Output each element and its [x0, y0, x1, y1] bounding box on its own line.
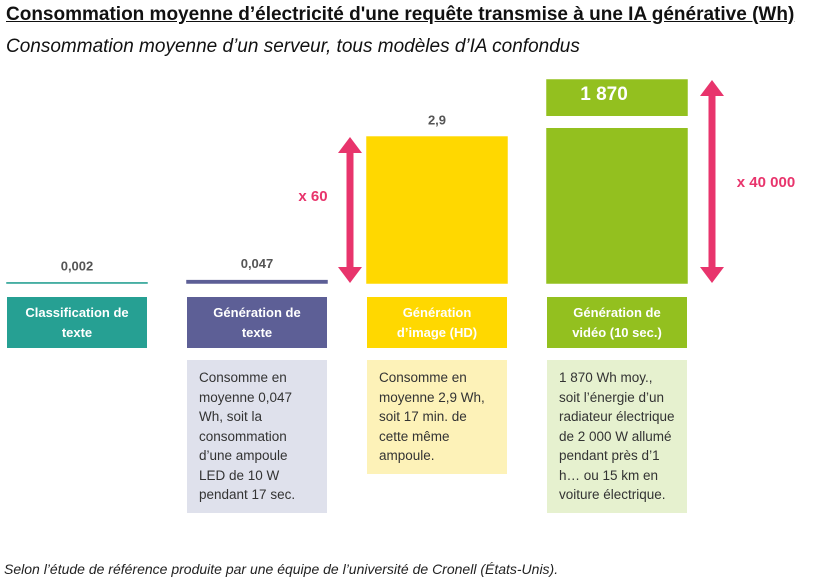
annotation: x 40 000	[737, 174, 795, 191]
arrow-head	[338, 137, 362, 153]
description: Consomme en moyenne 0,047 Wh, soit la co…	[187, 360, 327, 513]
description: Consomme en moyenne 2,9 Wh, soit 17 min.…	[367, 360, 507, 474]
category-label: Classification de texte	[7, 297, 147, 348]
category-label: Génération de vidéo (10 sec.)	[547, 297, 687, 348]
value-label: 1 870	[580, 84, 628, 105]
source: Selon l’étude de référence produite par …	[4, 561, 559, 577]
category-label: Génération de texte	[187, 297, 327, 348]
axis-break	[545, 116, 689, 128]
value-label: 2,9	[428, 112, 446, 127]
arrow-head	[338, 267, 362, 283]
arrow-head	[700, 80, 724, 96]
bar	[546, 79, 688, 284]
annotation: x 60	[298, 188, 327, 205]
description: 1 870 Wh moy., soit l’énergie d’un radia…	[547, 360, 687, 513]
category-label: Génération d’image (HD)	[367, 297, 507, 348]
value-label: 0,002	[61, 258, 94, 273]
bar	[186, 279, 328, 284]
value-label: 0,047	[241, 256, 274, 271]
bar	[366, 136, 508, 284]
chart-title: Consommation moyenne d’électricité d'une…	[6, 4, 795, 25]
arrow-head	[700, 267, 724, 283]
chart-subtitle: Consommation moyenne d’un serveur, tous …	[6, 36, 580, 57]
